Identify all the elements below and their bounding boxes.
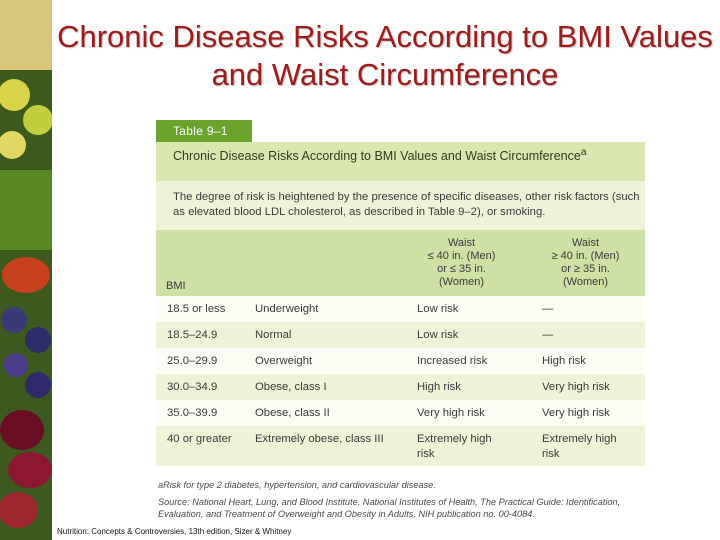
header-waist-high-line: (Women) — [562, 276, 609, 288]
produce-photo-strip — [0, 0, 52, 540]
table-row: 30.0–34.9 Obese, class I High risk Very … — [156, 374, 645, 400]
header-waist-high-line: Waist — [571, 237, 600, 249]
cell-category: Obese, class I — [255, 381, 327, 393]
cell-risk-high-waist: — — [542, 329, 554, 341]
risk-table: BMI Waist ≤ 40 in. (Men) or ≤ 35 in. (Wo… — [156, 230, 645, 470]
table-source: Source: National Heart, Lung, and Blood … — [158, 497, 621, 519]
cell-category: Overweight — [255, 355, 313, 367]
table-row: 40 or greater Extremely obese, class III… — [156, 426, 645, 466]
header-waist-high-line: or ≥ 35 in. — [561, 263, 610, 275]
cell-risk-low-waist: High risk — [417, 381, 461, 393]
cell-bmi: 40 or greater — [167, 433, 232, 445]
table-row: 35.0–39.9 Obese, class II Very high risk… — [156, 400, 645, 426]
header-bmi: BMI — [166, 280, 186, 292]
cell-risk-high-waist: Very high risk — [542, 381, 610, 393]
table-footnote: aRisk for type 2 diabetes, hypertension,… — [158, 480, 436, 490]
header-waist-high-line: ≥ 40 in. (Men) — [551, 250, 620, 262]
cell-risk-low-waist: Increased risk — [417, 355, 488, 367]
table-caption: Chronic Disease Risks According to BMI V… — [173, 145, 613, 164]
cell-risk-high-waist: Extremely high risk — [542, 433, 617, 460]
cell-category: Obese, class II — [255, 407, 330, 419]
table-note: The degree of risk is heightened by the … — [173, 191, 640, 218]
caption-title-band — [156, 142, 645, 181]
table-row: 18.5–24.9 Normal Low risk — — [156, 322, 645, 348]
cell-risk-high-waist: High risk — [542, 355, 586, 367]
cell-risk-low-waist: Very high risk — [417, 407, 485, 419]
cell-risk-high-waist: Very high risk — [542, 407, 610, 419]
cell-risk-high-waist: — — [542, 303, 554, 315]
header-waist-low-line: ≤ 40 in. (Men) — [427, 250, 496, 262]
cell-bmi: 35.0–39.9 — [167, 407, 218, 419]
table-caption-text: Chronic Disease Risks According to BMI V… — [173, 149, 581, 164]
bmi-risk-table: Table 9–1 Chronic Disease Risks Accordin… — [156, 120, 645, 525]
cell-risk-low-waist: Low risk — [417, 329, 459, 341]
cell-category: Underweight — [255, 303, 319, 315]
header-waist-low-line: or ≤ 35 in. — [437, 263, 486, 275]
header-waist-low-line: Waist — [447, 237, 476, 249]
header-waist-high: Waist ≥ 40 in. (Men) or ≥ 35 in. (Women) — [528, 237, 643, 289]
header-waist-low: Waist ≤ 40 in. (Men) or ≤ 35 in. (Women) — [404, 237, 519, 289]
table-header-row: BMI Waist ≤ 40 in. (Men) or ≤ 35 in. (Wo… — [156, 230, 645, 296]
slide-title: Chronic Disease Risks According to BMI V… — [57, 19, 713, 92]
cell-risk-low-waist: Low risk — [417, 303, 459, 315]
cell-bmi: 18.5 or less — [167, 303, 226, 315]
cell-category: Normal — [255, 329, 292, 341]
table-row: 18.5 or less Underweight Low risk — — [156, 296, 645, 322]
cell-bmi: 30.0–34.9 — [167, 381, 218, 393]
cell-bmi: 18.5–24.9 — [167, 329, 218, 341]
caption-superscript: a — [580, 147, 587, 158]
header-waist-low-line: (Women) — [438, 276, 485, 288]
table-label-bar: Table 9–1 — [156, 120, 252, 142]
cell-risk-low-waist: Extremely high risk — [417, 433, 492, 460]
slide-credit: Nutrition: Concepts & Controversies, 13t… — [57, 527, 292, 536]
cell-bmi: 25.0–29.9 — [167, 355, 218, 367]
cell-category: Extremely obese, class III — [255, 433, 384, 445]
table-row: 25.0–29.9 Overweight Increased risk High… — [156, 348, 645, 374]
table-number: Table 9–1 — [173, 124, 228, 138]
